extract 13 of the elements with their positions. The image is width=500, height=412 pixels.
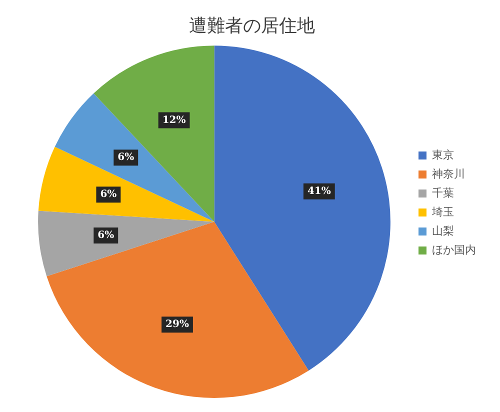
legend-label: 千葉 xyxy=(432,186,454,200)
data-label: 29% xyxy=(166,319,190,330)
legend-label: 埼玉 xyxy=(431,205,454,218)
data-label: 6% xyxy=(98,230,115,242)
data-label: 41% xyxy=(307,186,332,197)
data-label: 12% xyxy=(162,114,186,126)
legend-label: 山梨 xyxy=(432,224,454,238)
legend-label: ほか国内 xyxy=(432,243,476,256)
legend-label: 東京 xyxy=(432,148,454,162)
data-label: 6% xyxy=(118,152,135,164)
legend-label: 神奈川 xyxy=(432,167,465,180)
chart-title: 遭難者の居住地 xyxy=(189,15,315,36)
data-label: 6% xyxy=(100,189,118,200)
